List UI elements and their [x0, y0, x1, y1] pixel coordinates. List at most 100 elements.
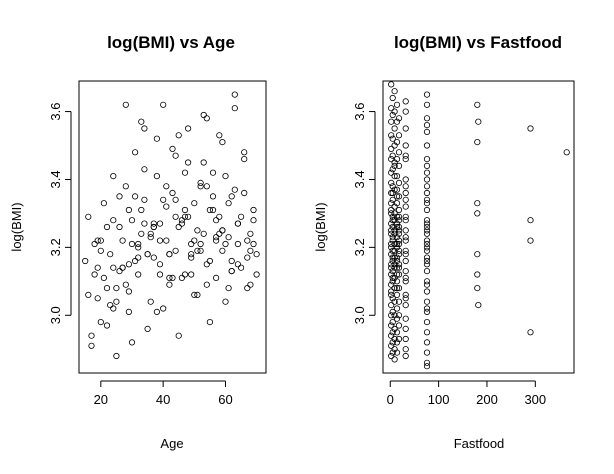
data-point [423, 308, 431, 315]
data-point [423, 101, 431, 108]
data-point [423, 122, 431, 129]
data-point [423, 200, 431, 207]
data-point [181, 206, 189, 214]
data-point [110, 264, 117, 271]
data-point [388, 220, 395, 227]
data-point [389, 196, 396, 203]
data-point [388, 81, 395, 88]
data-point [163, 183, 170, 190]
data-point [474, 251, 481, 258]
data-point [395, 284, 403, 292]
data-point [402, 325, 409, 332]
data-point [181, 169, 189, 176]
data-point [527, 125, 534, 132]
data-point [389, 247, 396, 254]
data-point [393, 278, 401, 285]
data-point [116, 223, 123, 231]
data-point [147, 234, 154, 241]
data-point [402, 257, 409, 265]
x-tick-label: 200 [476, 392, 498, 407]
data-point [163, 203, 170, 210]
data-point [527, 329, 534, 336]
data-point [393, 339, 401, 346]
data-point [388, 352, 395, 360]
data-point [191, 291, 198, 298]
data-point [389, 237, 396, 244]
data-point [247, 281, 254, 288]
data-point [169, 274, 176, 281]
data-point [474, 284, 481, 292]
data-point [423, 329, 431, 336]
data-point [388, 264, 395, 271]
data-point [388, 251, 395, 258]
data-point [395, 149, 403, 156]
data-point [228, 267, 235, 275]
plot-frame [382, 80, 575, 374]
data-point [175, 132, 182, 139]
data-point [393, 173, 401, 180]
data-point [203, 183, 210, 190]
data-point [391, 162, 398, 169]
data-point [213, 217, 220, 224]
data-point [141, 125, 148, 132]
data-point [82, 257, 89, 265]
data-point [402, 98, 409, 105]
data-point [388, 261, 395, 268]
data-point [423, 349, 431, 356]
data-point [423, 227, 431, 234]
data-point [178, 220, 185, 227]
data-point [253, 251, 260, 258]
data-point [388, 322, 395, 329]
data-point [185, 125, 192, 132]
data-point [247, 230, 254, 237]
data-point [423, 189, 431, 197]
data-point [228, 257, 235, 265]
data-point [475, 301, 482, 309]
data-point [125, 308, 132, 315]
data-point [97, 237, 104, 244]
data-point [147, 230, 154, 237]
data-point [402, 335, 409, 343]
data-point [389, 223, 396, 231]
data-point [178, 217, 185, 224]
data-point [166, 281, 173, 288]
data-point [563, 149, 570, 156]
data-point [225, 234, 232, 241]
data-point [110, 305, 117, 312]
data-point [391, 108, 398, 115]
x-tick-label: 40 [156, 392, 170, 407]
data-point [216, 213, 223, 220]
panel-left: log(BMI) vs Age 20 40 60 3.03.23.43.6 Age … [9, 33, 267, 451]
data-point [250, 217, 257, 224]
data-point [231, 105, 238, 112]
data-point [389, 339, 396, 346]
data-point [395, 132, 403, 139]
data-point [388, 132, 395, 139]
data-point [113, 298, 120, 305]
data-point [234, 240, 241, 248]
y-axis-label: log(BMI) [313, 202, 328, 251]
data-point [128, 217, 136, 224]
data-point [203, 115, 210, 122]
data-point [393, 349, 401, 356]
data-point [216, 132, 223, 139]
data-point [97, 247, 104, 254]
data-point [402, 267, 409, 275]
data-point [209, 193, 217, 200]
data-point [423, 244, 431, 251]
data-point [391, 264, 398, 271]
data-point [125, 206, 132, 214]
data-point [388, 169, 395, 176]
data-point [402, 251, 409, 258]
data-point [191, 237, 198, 244]
data-point [395, 251, 403, 258]
data-point [395, 261, 403, 268]
data-point [423, 230, 431, 237]
data-point [389, 295, 396, 302]
data-point [169, 145, 176, 152]
y-tick-label: 3.4 [48, 170, 63, 188]
data-point [402, 274, 409, 281]
data-point [213, 274, 220, 281]
data-point [388, 145, 395, 152]
data-point [132, 149, 139, 156]
